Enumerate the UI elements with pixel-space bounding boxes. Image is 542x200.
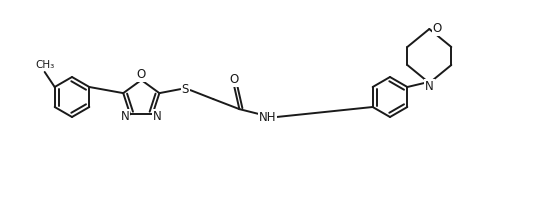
Text: N: N: [425, 79, 434, 92]
Text: S: S: [182, 83, 189, 96]
Text: O: O: [137, 68, 146, 82]
Text: NH: NH: [259, 111, 276, 124]
Text: O: O: [433, 22, 442, 36]
Text: O: O: [230, 73, 239, 86]
Text: CH₃: CH₃: [35, 60, 54, 70]
Text: N: N: [121, 110, 130, 123]
Text: N: N: [153, 110, 162, 123]
